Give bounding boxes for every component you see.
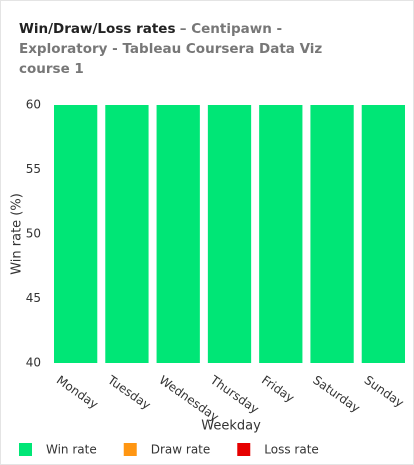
legend-label: Loss rate bbox=[264, 443, 319, 457]
chart-title: Win/Draw/Loss rates bbox=[19, 21, 176, 37]
bar-segment bbox=[310, 105, 354, 363]
legend-swatch bbox=[19, 443, 32, 456]
y-tick-label: 60 bbox=[26, 98, 41, 112]
y-tick-label: 40 bbox=[26, 356, 41, 370]
bar-segment bbox=[361, 105, 405, 363]
chart-subtitle: – Centipawn - Exploratory - Tableau Cour… bbox=[19, 21, 323, 77]
x-tick-label: Friday bbox=[259, 373, 297, 405]
y-axis-title: Win rate (%) bbox=[10, 193, 25, 275]
bar-segment bbox=[105, 105, 149, 363]
x-tick-label: Tuesday bbox=[104, 372, 153, 412]
y-tick-label: 50 bbox=[26, 227, 41, 241]
header: Win/Draw/Loss rates – Centipawn - Explor… bbox=[19, 19, 364, 79]
y-tick-label: 55 bbox=[26, 162, 41, 176]
legend-swatch bbox=[237, 443, 251, 456]
x-tick-label: Saturday bbox=[310, 373, 362, 415]
legend-label: Draw rate bbox=[151, 443, 211, 457]
x-axis-title: Weekday bbox=[201, 419, 261, 434]
legend-label: Win rate bbox=[46, 443, 97, 457]
bar-segment bbox=[54, 105, 98, 363]
plot-area bbox=[54, 105, 405, 363]
bar-segment bbox=[156, 105, 200, 363]
x-tick-label: Monday bbox=[54, 373, 101, 412]
y-tick-label: 45 bbox=[26, 291, 41, 305]
bar-segment bbox=[207, 105, 252, 363]
x-tick-label: Sunday bbox=[362, 373, 407, 410]
bar-segment bbox=[259, 105, 303, 363]
legend-swatch bbox=[123, 443, 137, 456]
